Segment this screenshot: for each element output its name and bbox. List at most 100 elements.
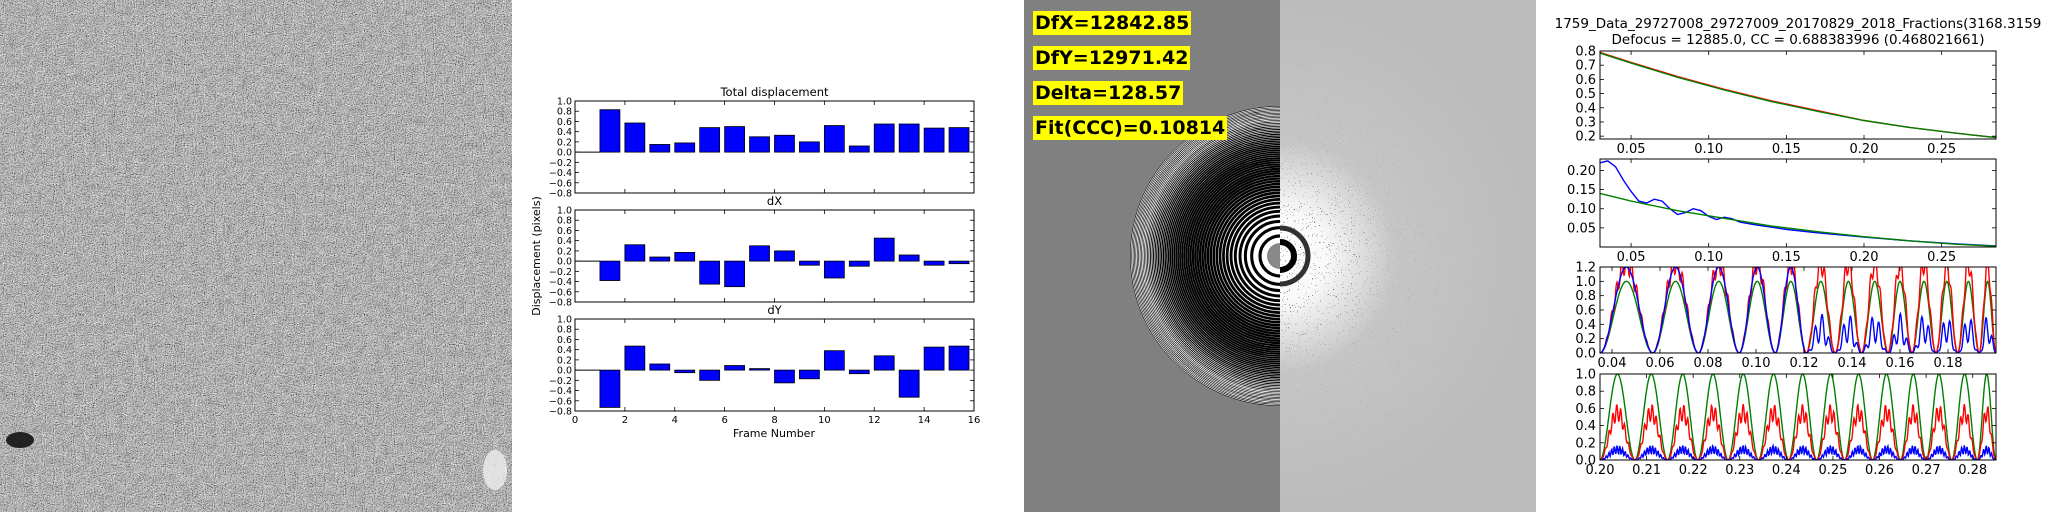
fit-ccc-label: Fit(CCC)=0.10814 [1033, 116, 1228, 140]
ctf-panel: DfX=12842.85 DfY=12971.42 Delta=128.57 F… [1024, 0, 1536, 512]
thon-ring [1258, 234, 1280, 278]
thon-ring [1206, 182, 1280, 330]
thon-ring [1183, 159, 1280, 353]
y-tick-label: 0.8 [557, 107, 572, 118]
x-tick-label: 14 [918, 415, 931, 426]
plot-frame [1599, 158, 1997, 248]
x-tick-label: 16 [968, 415, 981, 426]
thon-ring [1233, 209, 1280, 303]
y-tick-label: 0.2 [557, 137, 572, 148]
thon-ring [1144, 120, 1280, 392]
x-tick-label: 0.28 [1958, 463, 1987, 478]
thon-ring [1177, 153, 1280, 359]
y-tick-label: 0.8 [557, 325, 572, 336]
y-axis-label: Displacement (pixels) [530, 196, 543, 315]
bar [649, 363, 671, 371]
x-tick-label: 0.12 [1790, 356, 1819, 371]
plot-area [1600, 374, 1996, 460]
series-line [1600, 280, 1996, 353]
x-axis-label: Frame Number [733, 427, 815, 440]
bar [848, 145, 870, 153]
thon-ring [1151, 127, 1280, 385]
x-tick-label: 4 [672, 415, 678, 426]
plot-area [1600, 51, 1996, 139]
y-tick-label: 0.3 [1575, 115, 1596, 130]
y-tick-label: 0.6 [557, 117, 572, 128]
x-tick-label: 0.21 [1632, 463, 1661, 478]
subplot-title: dX [767, 194, 782, 208]
ctf-fit-chart: 1759_Data_29727008_29727009_20170829_201… [1555, 16, 2042, 478]
y-tick-label: 1.0 [557, 206, 572, 217]
x-tick-label: 0.22 [1679, 463, 1708, 478]
y-tick-label: 0.2 [1575, 436, 1596, 451]
plot-area [1600, 267, 1996, 353]
bar [774, 134, 795, 153]
thon-ring [1171, 147, 1280, 365]
thon-ring [1131, 107, 1280, 405]
y-tick-label: 0.2 [1575, 130, 1596, 145]
x-tick-label: 0.20 [1850, 142, 1879, 157]
astigmatism-delta-label: Delta=128.57 [1033, 81, 1184, 105]
bar-subplot-3: dY 1.00.80.60.40.20.0−0.2−0.4−0.6−0.80 2 4 6… [549, 303, 980, 426]
plot-area [1600, 160, 1996, 247]
thon-ring [1225, 201, 1280, 311]
x-tick-label: 0.10 [1694, 250, 1723, 265]
y-tick-label: 0.8 [1575, 45, 1596, 60]
micrograph-image [0, 0, 512, 512]
x-tick-label: 0.10 [1694, 142, 1723, 157]
y-tick-label: −0.8 [549, 407, 572, 418]
y-tick-label: −0.2 [549, 158, 572, 169]
x-tick-label: 0.23 [1725, 463, 1754, 478]
y-tick-label: 0.4 [557, 345, 572, 356]
bar [599, 260, 621, 281]
y-tick-label: 0.8 [557, 216, 572, 227]
bar [799, 141, 820, 153]
thon-ring [1135, 111, 1280, 401]
bar-subplot-1: Total displacement 1.00.80.60.40.20.0−0.2… [549, 85, 975, 200]
y-tick-label: 0.05 [1567, 221, 1596, 236]
y-tick-label: −0.2 [549, 267, 572, 278]
y-tick-label: 0.4 [1575, 419, 1596, 434]
thon-ring [1153, 129, 1280, 383]
y-tick-label: 0.0 [557, 148, 572, 159]
thon-ring [1173, 149, 1280, 363]
fit-subtitle: Defocus = 12885.0, CC = 0.688383996 (0.4… [1612, 32, 1985, 48]
displacement-panel: Displacement (pixels) Frame Number Total… [512, 0, 1024, 512]
series-line [1600, 52, 1996, 139]
bar [923, 260, 945, 266]
bar [724, 260, 745, 288]
bar [799, 260, 820, 266]
thon-ring [1196, 172, 1280, 340]
x-tick-label: 12 [868, 415, 881, 426]
bar [848, 260, 870, 267]
bar [873, 355, 895, 371]
y-tick-label: −0.4 [549, 277, 572, 288]
bar [799, 369, 820, 380]
thon-ring [1229, 205, 1280, 307]
x-tick-label: 0.25 [1927, 250, 1956, 265]
bar [674, 369, 696, 374]
fit-subplot-3: 1.21.00.80.60.40.20.00.04 0.06 0.08 0.10 0.1… [1575, 261, 1997, 371]
thon-ring [1215, 191, 1280, 321]
series-line [1600, 267, 1996, 353]
series-line [1600, 442, 1996, 460]
x-tick-label: 0.26 [1865, 463, 1894, 478]
bar [873, 237, 895, 262]
bar [624, 345, 646, 371]
defocus-x-label: DfX=12842.85 [1033, 11, 1192, 35]
bar [898, 123, 920, 153]
y-tick-label: 0.15 [1567, 183, 1596, 198]
bar [774, 369, 795, 384]
y-tick-label: 0.5 [1575, 87, 1596, 102]
thon-ring [1139, 115, 1280, 397]
bar [649, 256, 671, 262]
x-tick-label: 0.10 [1742, 356, 1771, 371]
y-tick-label: −0.8 [549, 298, 572, 309]
y-tick-label: −0.4 [549, 168, 572, 179]
y-tick-label: 0.6 [1575, 304, 1596, 319]
series-line [1600, 192, 1996, 247]
x-tick-label: 6 [721, 415, 727, 426]
y-tick-label: 0.4 [1575, 318, 1596, 333]
subplot-title: dY [767, 303, 782, 317]
thon-ring [1212, 188, 1280, 324]
